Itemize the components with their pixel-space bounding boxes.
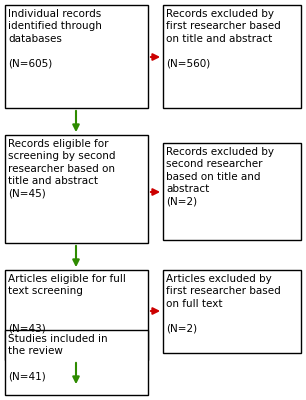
Text: Studies included in
the review

(N=41): Studies included in the review (N=41) <box>8 334 108 381</box>
Text: Articles excluded by
first researcher based
on full text

(N=2): Articles excluded by first researcher ba… <box>166 274 281 334</box>
Text: Records excluded by
first researcher based
on title and abstract

(N=560): Records excluded by first researcher bas… <box>166 9 281 69</box>
FancyBboxPatch shape <box>5 330 148 395</box>
FancyBboxPatch shape <box>163 143 301 240</box>
Text: Records excluded by
second researcher
based on title and
abstract
(N=2): Records excluded by second researcher ba… <box>166 147 274 206</box>
FancyBboxPatch shape <box>5 5 148 108</box>
Text: Articles eligible for full
text screening


(N=43): Articles eligible for full text screenin… <box>8 274 126 334</box>
Text: Records eligible for
screening by second
researcher based on
title and abstract
: Records eligible for screening by second… <box>8 139 115 198</box>
FancyBboxPatch shape <box>163 5 301 108</box>
Text: Individual records
identified through
databases

(N=605): Individual records identified through da… <box>8 9 102 69</box>
FancyBboxPatch shape <box>5 135 148 243</box>
FancyBboxPatch shape <box>5 270 148 360</box>
FancyBboxPatch shape <box>163 270 301 353</box>
